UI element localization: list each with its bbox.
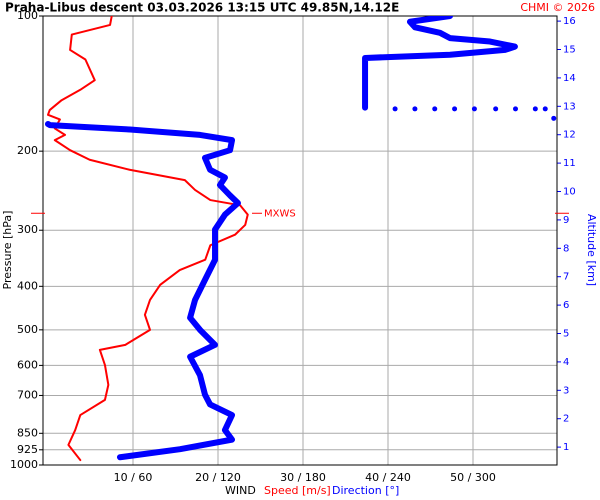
y2-tick-label: 5 (563, 329, 569, 340)
y-tick-label: 700 (17, 388, 38, 401)
direction-point (471, 106, 477, 112)
legend-entry: Direction [°] (332, 484, 399, 497)
y-tick-label: 500 (17, 323, 38, 336)
profile-line (45, 121, 241, 461)
y2-tick-label: 10 (563, 187, 576, 198)
x-tick-label: 10 / 60 (114, 471, 153, 484)
y-tick-label: 1000 (10, 458, 38, 471)
y2-tick-label: 13 (563, 101, 576, 112)
direction-point (412, 106, 418, 112)
y2-tick-label: 11 (563, 158, 576, 169)
direction-point (551, 115, 557, 121)
plot-frame (42, 15, 558, 466)
y2-tick-label: 6 (563, 300, 569, 311)
x-tick-label: 20 / 120 (195, 471, 241, 484)
x-tick-label: 50 / 300 (450, 471, 496, 484)
profile-line (362, 16, 518, 111)
direction-point (542, 106, 548, 112)
x-tick-label: 40 / 240 (365, 471, 411, 484)
y-tick-label: 400 (17, 279, 38, 292)
y-tick-label: 300 (17, 223, 38, 236)
y2-tick-label: 8 (563, 243, 569, 254)
y-tick-label: 850 (17, 426, 38, 439)
direction-point (513, 106, 518, 112)
direction-point (532, 106, 538, 112)
direction-point (432, 106, 438, 112)
y2-tick-label: 16 (563, 16, 576, 27)
y2-tick-label: 2 (563, 414, 569, 425)
y-tick-label: 925 (17, 443, 38, 456)
y-tick-label: 600 (17, 358, 38, 371)
y2-tick-label: 3 (563, 385, 569, 396)
y2-tick-label: 14 (563, 73, 576, 84)
credit: CHMI © 2026 (520, 1, 595, 14)
y2-axis-label: Altitude [km] (585, 214, 598, 286)
direction-point (392, 106, 398, 112)
direction-point (493, 106, 499, 112)
y2-tick-label: 1 (563, 442, 569, 453)
x-axis-label: WIND (225, 484, 256, 497)
y2-tick-label: 7 (563, 272, 569, 283)
y2-tick-label: 12 (563, 130, 576, 141)
legend-entry: Speed [m/s] (264, 484, 331, 497)
direction-point (452, 106, 458, 112)
y2-tick-label: 9 (563, 215, 569, 226)
y-tick-label: 200 (17, 144, 38, 157)
x-tick-label: 30 / 180 (280, 471, 326, 484)
y-axis-label: Pressure [hPa] (1, 211, 14, 290)
y2-tick-label: 4 (563, 357, 569, 368)
y-tick-label: 100 (17, 9, 38, 22)
mxws-label: MXWS (264, 208, 296, 219)
y2-tick-label: 15 (563, 45, 576, 56)
profile-line (47, 16, 249, 462)
chart-title: Praha-Libus descent 03.03.2026 13:15 UTC… (5, 1, 399, 15)
